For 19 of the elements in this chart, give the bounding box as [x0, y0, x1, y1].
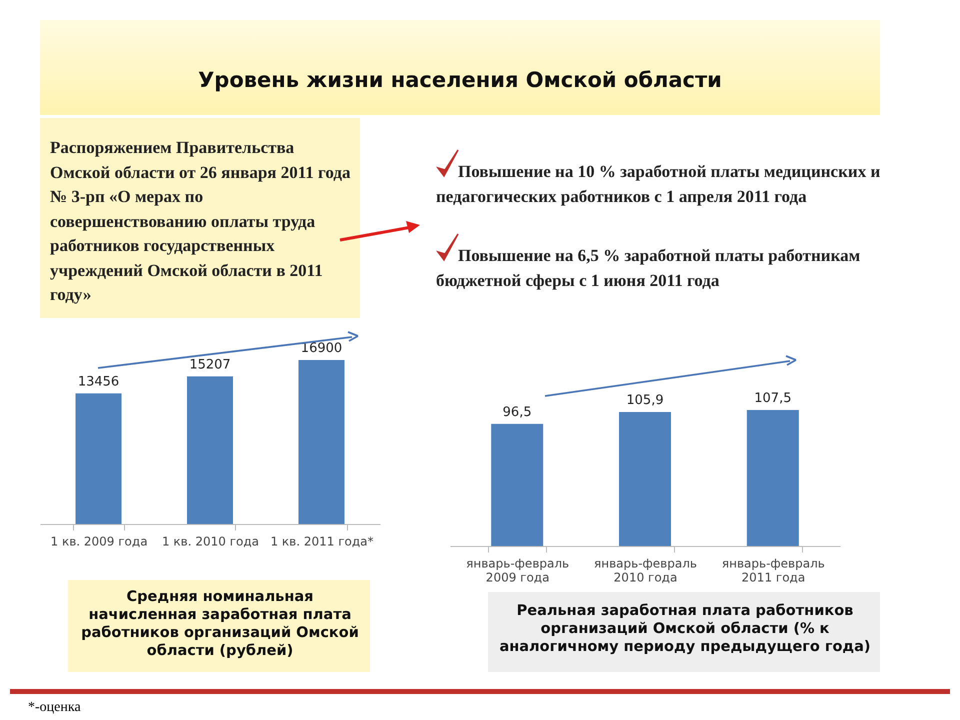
data-label: 105,9: [626, 393, 664, 408]
text: Распоряжением Правительства Омской области от 26 января 2011 года № 3-рп «О мерах по совершенствованию оплаты труда работников государственных учреждений Омской области в 2011 году»: [40, 118, 360, 318]
x-tick-label: 1 кв. 2011 года*: [270, 534, 374, 548]
text: Реальная заработная плата работников организаций Омской области (% к аналогичному периоду предыдущего года): [498, 602, 872, 656]
data-label: 15207: [189, 357, 231, 372]
text: *-оценка: [28, 700, 81, 716]
x-tick-label: январь-февраль 2011 года: [722, 556, 825, 584]
text: Повышение на 6,5 % заработной платы работникам бюджетной сферы с 1 июня 2011 года: [436, 245, 862, 292]
x-tick-label: январь-февраль 2010 года: [594, 556, 697, 584]
data-label: 13456: [78, 374, 120, 390]
text: Уровень жизни населения Омской области: [40, 20, 880, 115]
data-label: 96,5: [502, 404, 532, 420]
data-label: 107,5: [754, 391, 792, 406]
x-tick-label: январь-февраль 2009 года: [466, 556, 570, 584]
x-tick-label: 1 кв. 2009 года: [50, 534, 148, 548]
text: Средняя номинальная начисленная заработная плата работников организаций Омской области (рублей): [80, 588, 360, 660]
data-label: 16900: [300, 341, 342, 356]
text: Повышение на 10 % заработной платы медицинских и педагогических работников с 1 апреля 2011 года: [436, 161, 882, 208]
x-tick-label: 1 кв. 2010 года: [162, 534, 260, 548]
